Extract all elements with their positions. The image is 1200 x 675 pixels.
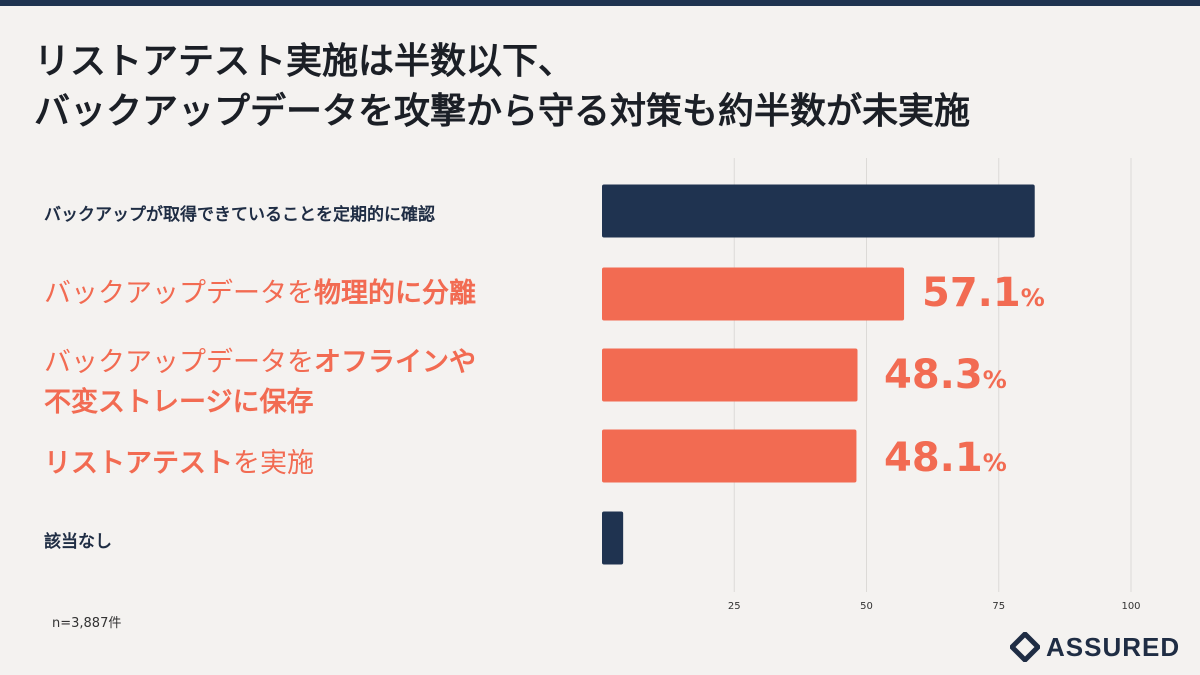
value-label-3: 48.3%: [884, 352, 1007, 398]
x-tick-label-75: 75: [992, 601, 1005, 612]
category-label-4: リストアテストを実施: [44, 448, 314, 479]
bar-5: [602, 511, 624, 565]
sample-size-note: n=3,887件: [52, 616, 122, 631]
x-tick-label-100: 100: [1121, 601, 1140, 612]
bar-2: [602, 267, 905, 321]
bar-4: [602, 429, 857, 483]
value-label-2: 57.1%: [922, 270, 1045, 316]
x-tick-label-50: 50: [860, 601, 873, 612]
category-label-5: 該当なし: [44, 532, 112, 552]
bar-3: [602, 348, 858, 402]
x-tick-label-25: 25: [728, 601, 741, 612]
category-label-1: バックアップが取得できていることを定期的に確認: [44, 205, 435, 225]
title-line-1: リストアテスト実施は半数以下、: [34, 40, 575, 82]
assured-diamond-logo-icon: [1010, 632, 1040, 662]
category-label-3: バックアップデータをオフラインや 不変ストレージに保存: [44, 347, 476, 418]
top-accent-bar: [0, 0, 1200, 6]
page-title: リストアテスト実施は半数以下、 バックアップデータを攻撃から守る対策も約半数が未…: [34, 36, 1174, 136]
bar-1: [602, 184, 1035, 238]
logo-text: ASSURED: [1046, 631, 1181, 662]
assured-logo: ASSURED: [1010, 630, 1180, 664]
value-label-4: 48.1%: [884, 435, 1007, 481]
category-label-2: バックアップデータを物理的に分離: [44, 278, 476, 309]
title-line-2: バックアップデータを攻撃から守る対策も約半数が未実施: [34, 90, 971, 132]
